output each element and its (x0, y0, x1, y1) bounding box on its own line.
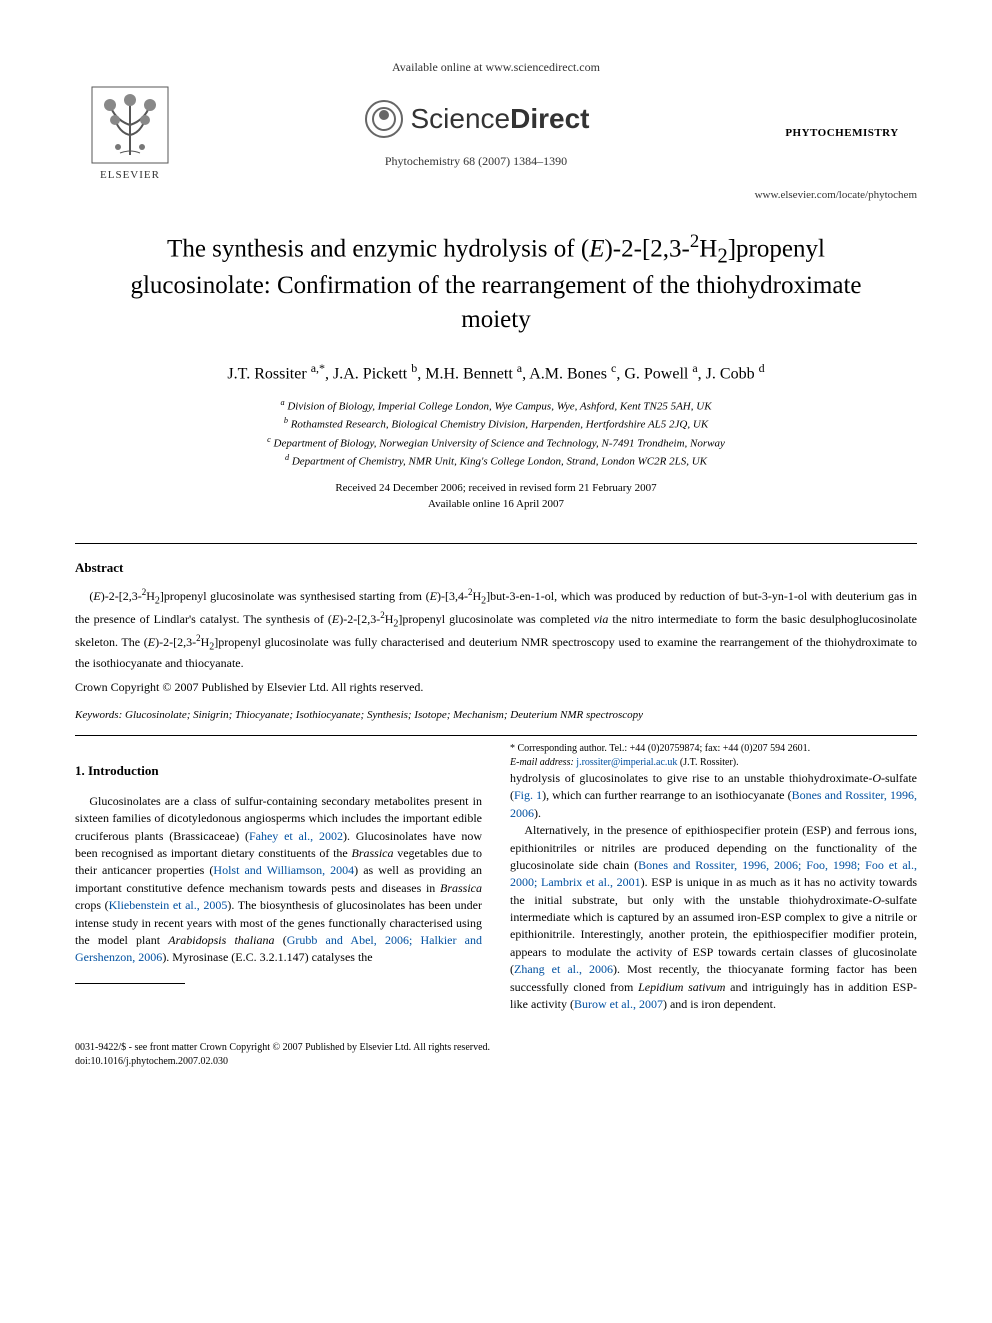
affiliation: b Rothamsted Research, Biological Chemis… (75, 415, 917, 433)
sciencedirect-text: ScienceDirect (411, 103, 590, 135)
abstract-heading: Abstract (75, 560, 917, 576)
received-date: Received 24 December 2006; received in r… (75, 480, 917, 497)
sciencedirect-swirl-icon (363, 98, 405, 140)
body-paragraph: Alternatively, in the presence of epithi… (510, 822, 917, 1013)
author-list: J.T. Rossiter a,*, J.A. Pickett b, M.H. … (75, 361, 917, 383)
article-title: The synthesis and enzymic hydrolysis of … (115, 229, 877, 337)
keywords-line: Keywords: Glucosinolate; Sinigrin; Thioc… (75, 709, 917, 721)
section-heading-introduction: 1. Introduction (75, 762, 482, 781)
corresponding-author-footnote: * Corresponding author. Tel.: +44 (0)207… (510, 742, 917, 770)
header-row: ELSEVIER ScienceDirect Phytochemistry 68… (75, 85, 917, 181)
abstract-text: (E)-2-[2,3-2H2]propenyl glucosinolate wa… (75, 586, 917, 672)
sciencedirect-logo: ScienceDirect (185, 98, 767, 140)
affiliation: c Department of Biology, Norwegian Unive… (75, 434, 917, 452)
elsevier-label: ELSEVIER (100, 169, 160, 181)
keywords-label: Keywords: (75, 709, 122, 721)
elsevier-block: ELSEVIER (75, 85, 185, 181)
journal-reference: Phytochemistry 68 (2007) 1384–1390 (185, 154, 767, 169)
body-paragraph: Glucosinolates are a class of sulfur-con… (75, 793, 482, 967)
email-suffix: (J.T. Rossiter). (677, 757, 738, 768)
email-label: E-mail address: (510, 757, 574, 768)
online-date: Available online 16 April 2007 (75, 496, 917, 513)
keywords-body: Glucosinolate; Sinigrin; Thiocyanate; Is… (122, 709, 643, 721)
affiliation: d Department of Chemistry, NMR Unit, Kin… (75, 452, 917, 470)
divider (75, 735, 917, 736)
journal-url: www.elsevier.com/locate/phytochem (75, 189, 917, 201)
available-online-line: Available online at www.sciencedirect.co… (75, 60, 917, 75)
elsevier-tree-icon (90, 85, 170, 165)
affiliation: a Division of Biology, Imperial College … (75, 397, 917, 415)
abstract-copyright: Crown Copyright © 2007 Published by Else… (75, 680, 917, 695)
journal-name-box: PHYTOCHEMISTRY (767, 127, 917, 139)
body-columns: 1. Introduction Glucosinolates are a cla… (75, 742, 917, 1013)
front-matter-line: 0031-9422/$ - see front matter Crown Cop… (75, 1041, 917, 1055)
footer-block: 0031-9422/$ - see front matter Crown Cop… (75, 1041, 917, 1069)
affiliation-list: a Division of Biology, Imperial College … (75, 397, 917, 470)
email-link[interactable]: j.rossiter@imperial.ac.uk (576, 757, 677, 768)
doi-line: doi:10.1016/j.phytochem.2007.02.030 (75, 1055, 917, 1069)
footnote-tel-fax: * Corresponding author. Tel.: +44 (0)207… (510, 742, 917, 756)
article-dates: Received 24 December 2006; received in r… (75, 480, 917, 513)
center-brand-col: ScienceDirect Phytochemistry 68 (2007) 1… (185, 98, 767, 169)
footnote-separator (75, 983, 185, 984)
body-paragraph: hydrolysis of glucosinolates to give ris… (510, 770, 917, 822)
divider (75, 543, 917, 544)
